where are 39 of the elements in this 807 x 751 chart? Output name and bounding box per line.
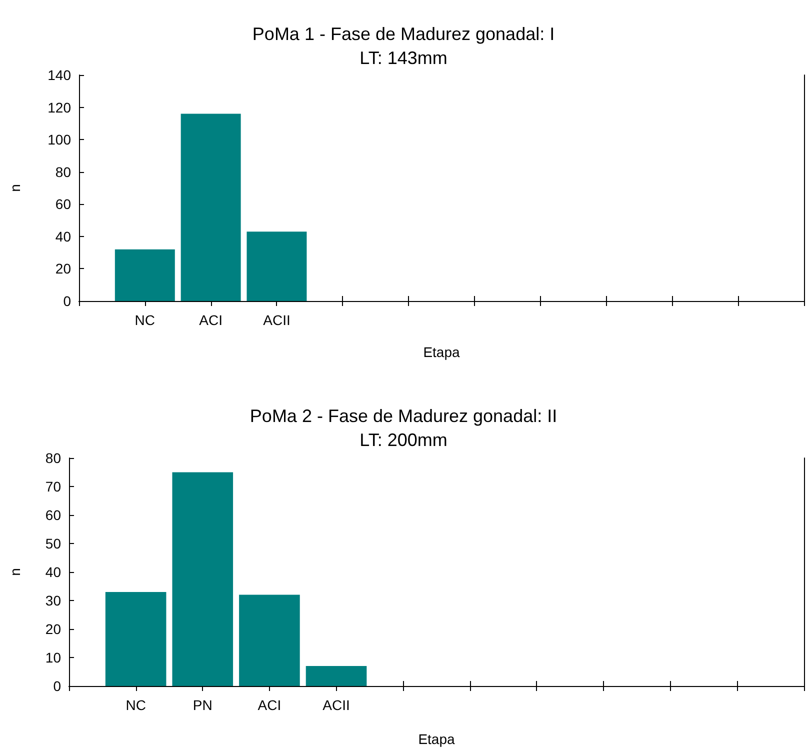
x-tick-label: ACI [258,697,282,713]
bar [180,114,241,301]
chart-title: PoMa 1 - Fase de Madurez gonadal: I [252,24,555,44]
x-axis-title: Etapa [418,731,456,747]
y-tick-label: 60 [55,196,72,212]
y-tick-label: 80 [55,164,72,180]
chart-subtitle: LT: 143mm [360,48,448,68]
y-tick-label: 40 [45,564,62,580]
y-tick-label: 120 [48,99,72,116]
y-tick-label: 140 [48,67,72,83]
y-tick-label: 100 [48,132,72,148]
y-tick-label: 50 [45,536,62,552]
y-tick-label: 70 [45,478,62,494]
y-tick-label: 20 [45,621,62,637]
x-axis-title: Etapa [423,344,460,360]
y-tick-label: 0 [63,293,72,309]
x-tick-label: NC [134,312,156,328]
y-tick-label: 30 [45,592,62,608]
x-tick-label: ACII [322,697,350,713]
bar [246,232,307,301]
bar [172,472,234,686]
y-tick-label: 0 [53,678,62,694]
y-tick-label: 60 [45,507,62,523]
bar [105,592,166,686]
y-axis-title: n [7,568,23,576]
chart-subtitle: LT: 200mm [360,430,448,450]
x-tick-label: PN [192,697,212,713]
y-tick-label: 20 [55,260,72,277]
y-axis-title: n [7,184,23,192]
x-tick-label: ACII [263,312,290,328]
bar [114,249,175,301]
y-tick-label: 80 [45,450,62,466]
bar [239,594,300,686]
y-tick-label: 40 [55,228,72,244]
x-tick-label: NC [126,697,146,713]
y-tick-label: 10 [45,650,62,666]
chart-title: PoMa 2 - Fase de Madurez gonadal: II [250,406,558,426]
x-tick-label: ACI [199,312,222,328]
bar [306,666,367,686]
